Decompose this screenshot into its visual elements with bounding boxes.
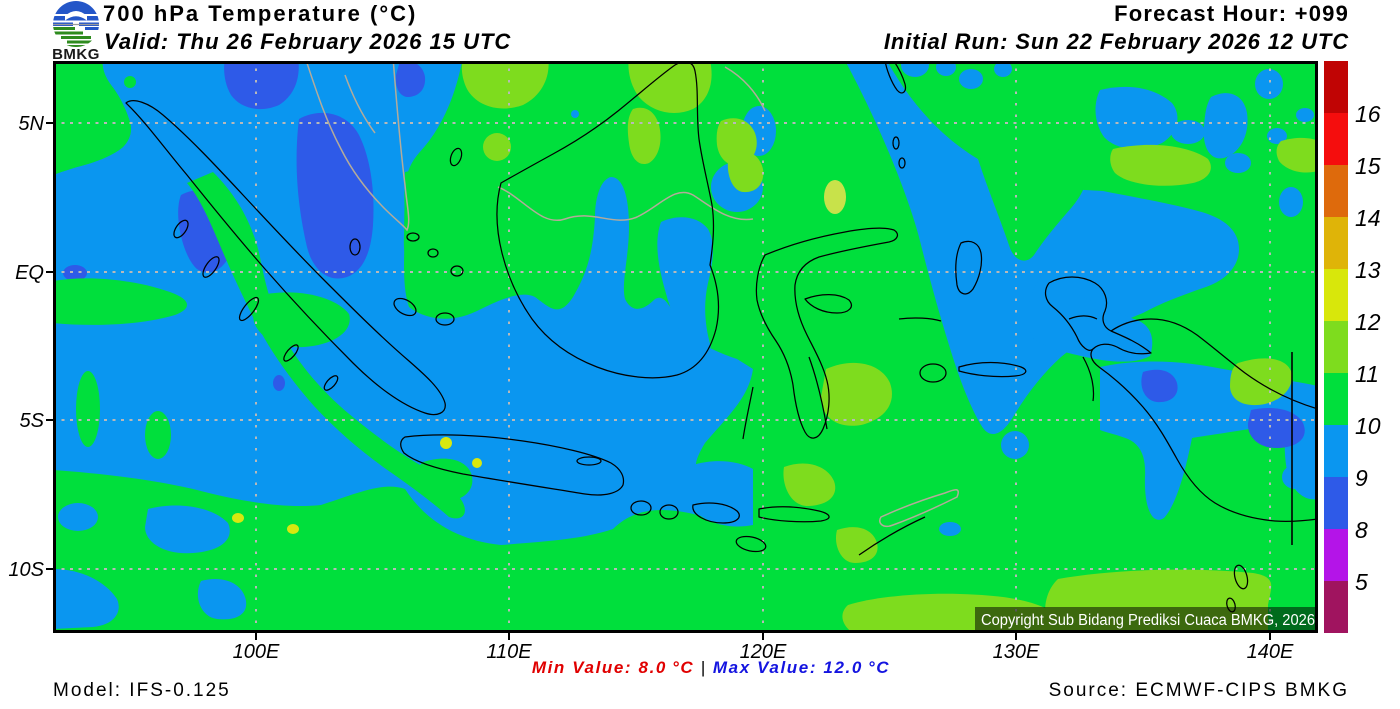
svg-text:Copyright Sub Bidang Prediksi: Copyright Sub Bidang Prediksi Cuaca BMKG… (981, 612, 1315, 629)
svg-text:BMKG: BMKG (52, 46, 100, 62)
